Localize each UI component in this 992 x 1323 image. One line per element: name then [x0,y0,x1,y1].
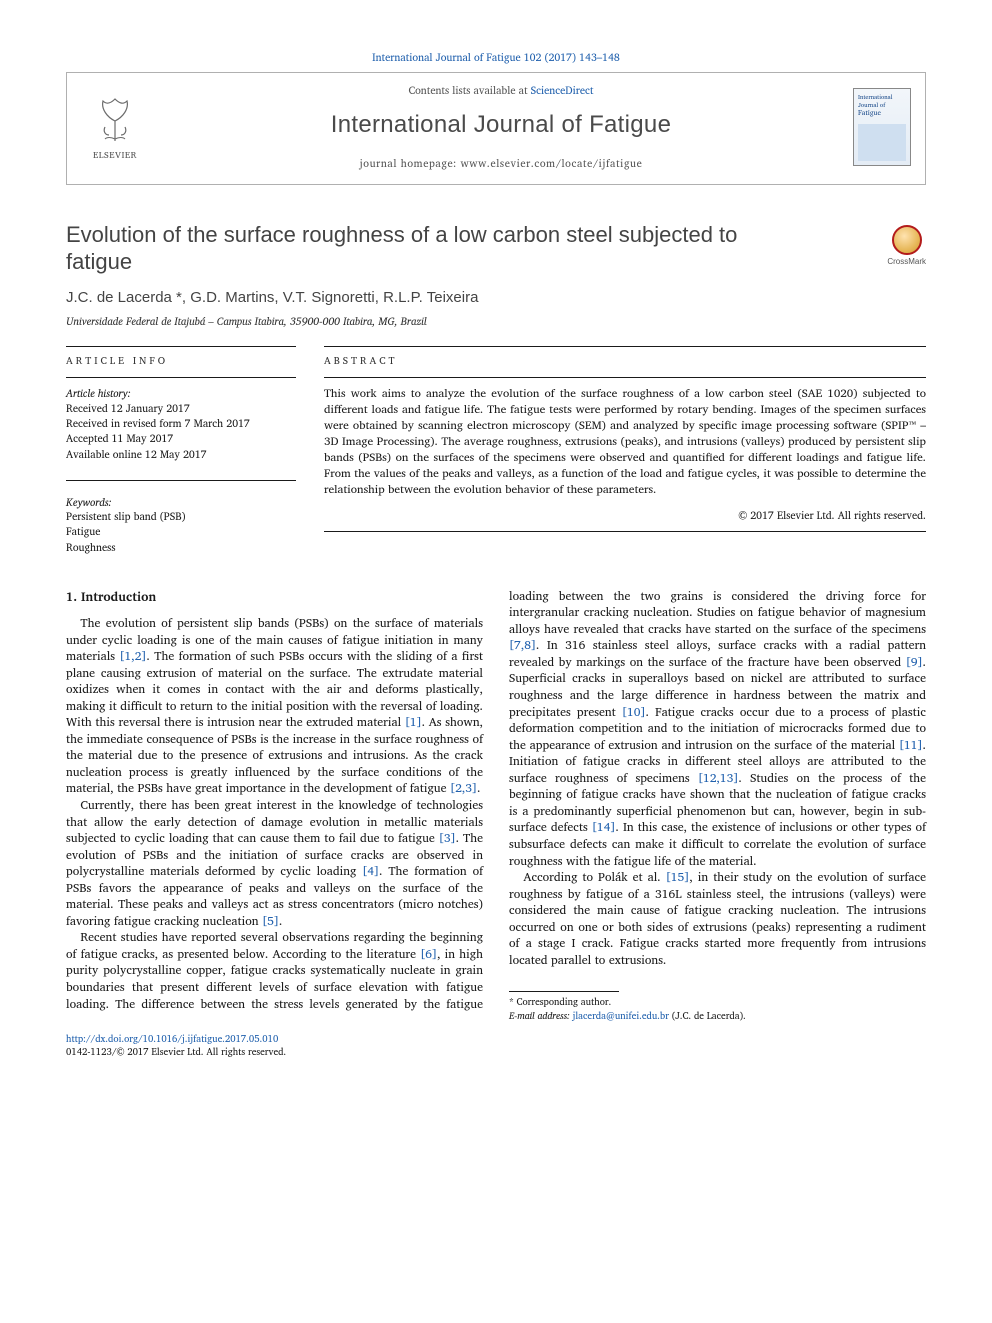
keywords-list: Persistent slip band (PSB) Fatigue Rough… [66,509,296,555]
info-rule-top [66,346,296,347]
cover-small-title: International Journal of [858,93,906,109]
section-heading-introduction: 1. Introduction [66,589,483,606]
issn-copyright: 0142-1123/© 2017 Elsevier Ltd. All right… [66,1046,926,1059]
affiliation: Universidade Federal de Itajubá – Campus… [66,314,926,328]
crossmark-icon [892,225,922,255]
elsevier-label: ELSEVIER [93,149,137,161]
article-info-column: ARTICLE INFO Article history: Received 1… [66,346,296,554]
text-run: . In 316 stainless steel alloys, surface… [509,636,926,672]
journal-cover-thumb: International Journal of Fatigue [853,88,911,166]
contents-line: Contents lists available at ScienceDirec… [159,83,843,97]
abs-rule-top [324,346,926,347]
keyword-item: Roughness [66,540,296,555]
elsevier-tree-icon [87,91,143,147]
body-text: 1. Introduction The evolution of persist… [66,589,926,1023]
homepage-prefix: journal homepage: [360,154,461,172]
journal-homepage: journal homepage: www.elsevier.com/locat… [159,156,843,170]
citation-line: International Journal of Fatigue 102 (20… [66,50,926,64]
history-online: Available online 12 May 2017 [66,447,296,462]
body-paragraph: Currently, there has been great interest… [66,798,483,930]
body-paragraph: The evolution of persistent slip bands (… [66,616,483,798]
abstract-copyright: © 2017 Elsevier Ltd. All rights reserved… [324,508,926,522]
author-email-link[interactable]: jlacerda@unifei.edu.br [573,1009,669,1024]
keyword-item: Persistent slip band (PSB) [66,509,296,524]
journal-header: ELSEVIER Contents lists available at Sci… [66,72,926,185]
sciencedirect-link[interactable]: ScienceDirect [531,81,594,99]
email-who: (J.C. de Lacerda). [669,1009,746,1024]
email-line: E-mail address: jlacerda@unifei.edu.br (… [509,1010,926,1023]
article-info-heading: ARTICLE INFO [66,355,296,369]
crossmark-label: CrossMark [887,257,926,268]
article-title: Evolution of the surface roughness of a … [66,221,786,276]
abs-rule-mid [324,377,926,378]
info-rule-mid [66,377,296,378]
homepage-url: www.elsevier.com/locate/ijfatigue [460,154,642,172]
footnote-rule [509,991,619,992]
info-rule-kw [66,480,296,481]
elsevier-logo: ELSEVIER [81,88,149,166]
crossmark-badge[interactable]: CrossMark [887,225,926,268]
email-label: E-mail address: [509,1009,573,1024]
abs-rule-bot [324,531,926,532]
body-paragraph: According to Polák et al. [15], in their… [509,870,926,969]
text-run: Currently, there has been great interest… [66,796,483,848]
abstract-column: ABSTRACT This work aims to analyze the e… [324,346,926,554]
journal-name: International Journal of Fatigue [159,109,843,141]
authors: J.C. de Lacerda *, G.D. Martins, V.T. Si… [66,288,926,308]
article-history: Article history: Received 12 January 201… [66,386,296,462]
cover-body [858,124,906,160]
footnotes: * Corresponding author. E-mail address: … [509,991,926,1023]
corresponding-author: * Corresponding author. [509,996,926,1009]
cover-title: Fatigue [858,109,906,118]
contents-prefix: Contents lists available at [409,81,531,99]
abstract-text: This work aims to analyze the evolution … [324,386,926,499]
abstract-heading: ABSTRACT [324,355,926,369]
doi-block: http://dx.doi.org/10.1016/j.ijfatigue.20… [66,1033,926,1060]
